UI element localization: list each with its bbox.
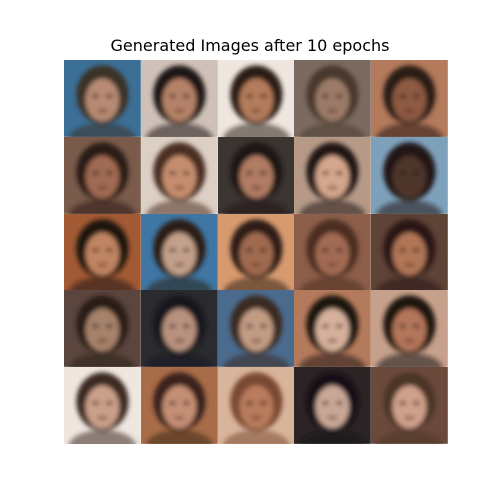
generated-image-tile xyxy=(64,60,141,137)
generated-image-tile xyxy=(294,213,372,291)
generated-image-grid xyxy=(64,60,448,444)
generated-image-tile xyxy=(217,213,295,291)
generated-image-tile xyxy=(64,136,141,214)
generated-image-tile xyxy=(294,290,372,368)
generated-image-tile xyxy=(140,60,218,137)
generated-image-tile xyxy=(217,136,295,214)
generated-image-tile xyxy=(217,367,295,444)
generated-image-tile xyxy=(294,136,372,214)
generated-image-tile xyxy=(371,136,448,214)
generated-image-tile xyxy=(371,367,448,444)
generated-image-tile xyxy=(217,60,295,137)
generated-image-tile xyxy=(217,290,295,368)
generated-image-tile xyxy=(294,367,372,444)
generated-image-tile xyxy=(294,60,372,137)
generated-image-tile xyxy=(64,367,141,444)
generated-image-tile xyxy=(140,367,218,444)
generated-image-tile xyxy=(140,213,218,291)
generated-image-tile xyxy=(140,136,218,214)
generated-image-tile xyxy=(371,60,448,137)
generated-image-tile xyxy=(64,213,141,291)
generated-image-tile xyxy=(140,290,218,368)
figure-title: Generated Images after 10 epochs xyxy=(110,36,390,55)
generated-image-tile xyxy=(64,290,141,368)
generated-image-tile xyxy=(371,290,448,368)
generated-image-tile xyxy=(371,213,448,291)
